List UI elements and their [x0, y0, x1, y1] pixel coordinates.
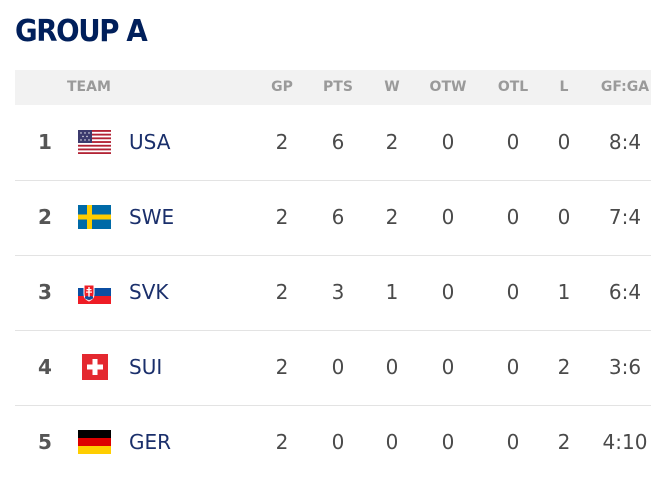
team-name[interactable]: USA: [129, 130, 171, 154]
germany-flag-icon: [78, 430, 111, 454]
team-name[interactable]: SWE: [129, 205, 175, 229]
header-pts: PTS: [323, 79, 353, 95]
gfga-value: 6:4: [608, 280, 642, 304]
gp-value: 2: [275, 205, 289, 229]
table-row[interactable]: 3 SVK 2 3 1 0 0 1 6:4: [15, 255, 651, 331]
l-value: 2: [557, 430, 571, 454]
team-name[interactable]: SUI: [129, 355, 163, 379]
otw-value: 0: [441, 130, 455, 154]
otl-value: 0: [506, 430, 520, 454]
switzerland-flag-icon: [82, 354, 108, 380]
header-otw: OTW: [429, 79, 467, 95]
standings-header: TEAM GP PTS W OTW OTL L GF:GA: [15, 70, 651, 105]
usa-flag-icon: [78, 130, 111, 154]
table-row[interactable]: 2 SWE 2 6 2 0 0 0 7:4: [15, 180, 651, 256]
header-otl: OTL: [497, 79, 529, 95]
gfga-value: 4:10: [602, 430, 648, 454]
gp-value: 2: [275, 130, 289, 154]
rank: 5: [38, 430, 52, 454]
header-l: L: [559, 79, 569, 95]
table-row[interactable]: 4 SUI 2 0 0 0 0 2 3:6: [15, 330, 651, 406]
table-row[interactable]: 5 GER 2 0 0 0 0 2 4:10: [15, 405, 651, 480]
rank: 1: [38, 130, 52, 154]
l-value: 0: [557, 205, 571, 229]
gp-value: 2: [275, 280, 289, 304]
table-row[interactable]: 1 USA 2 6 2 0 0 0 8:4: [15, 105, 651, 181]
l-value: 0: [557, 130, 571, 154]
w-value: 1: [385, 280, 399, 304]
team-name[interactable]: GER: [129, 430, 172, 454]
gfga-value: 7:4: [608, 205, 642, 229]
pts-value: 0: [331, 430, 345, 454]
l-value: 1: [557, 280, 571, 304]
otw-value: 0: [441, 280, 455, 304]
l-value: 2: [557, 355, 571, 379]
rank: 3: [38, 280, 52, 304]
header-w: W: [384, 79, 400, 95]
gp-value: 2: [275, 355, 289, 379]
header-gfga: GF:GA: [600, 79, 650, 95]
gp-value: 2: [275, 430, 289, 454]
w-value: 0: [385, 355, 399, 379]
w-value: 2: [385, 205, 399, 229]
pts-value: 6: [331, 205, 345, 229]
otw-value: 0: [441, 205, 455, 229]
otl-value: 0: [506, 205, 520, 229]
sweden-flag-icon: [78, 205, 111, 229]
slovakia-flag-icon: [78, 280, 111, 304]
rank: 2: [38, 205, 52, 229]
rank: 4: [38, 355, 52, 379]
pts-value: 6: [331, 130, 345, 154]
pts-value: 0: [331, 355, 345, 379]
header-team: TEAM: [67, 79, 111, 95]
otl-value: 0: [506, 130, 520, 154]
header-gp: GP: [271, 79, 293, 95]
pts-value: 3: [331, 280, 345, 304]
team-name[interactable]: SVK: [129, 280, 169, 304]
otl-value: 0: [506, 355, 520, 379]
otw-value: 0: [441, 355, 455, 379]
gfga-value: 8:4: [608, 130, 642, 154]
w-value: 2: [385, 130, 399, 154]
otl-value: 0: [506, 280, 520, 304]
otw-value: 0: [441, 430, 455, 454]
group-title: GROUP A: [15, 14, 148, 49]
gfga-value: 3:6: [608, 355, 642, 379]
w-value: 0: [385, 430, 399, 454]
